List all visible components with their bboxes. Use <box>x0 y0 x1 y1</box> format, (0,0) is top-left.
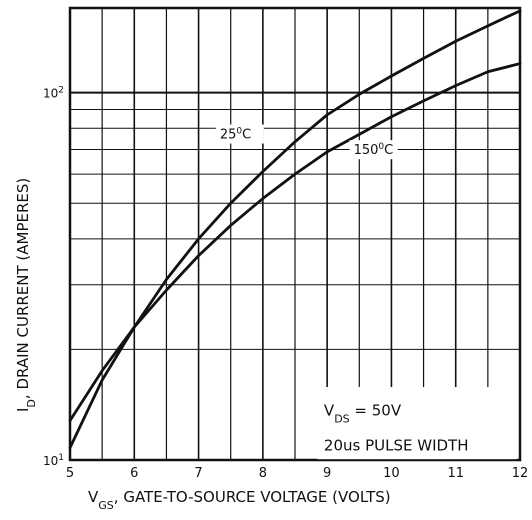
x-tick-label: 10 <box>383 466 400 481</box>
x-tick-label: 5 <box>66 466 74 481</box>
plot-frame <box>68 6 522 462</box>
x-axis-title: VGS, GATE-TO-SOURCE VOLTAGE (VOLTS) <box>88 488 391 512</box>
x-tick-label: 12 <box>512 466 529 481</box>
y-axis-title: ID, DRAIN CURRENT (AMPERES) <box>14 178 38 412</box>
grid <box>69 8 521 461</box>
curve-150c <box>68 62 522 423</box>
curve-25c <box>68 9 522 450</box>
x-tick-label: 8 <box>259 466 267 481</box>
curve-label-150c: 1500C <box>349 140 398 160</box>
svg-text:250C: 250C <box>220 127 251 143</box>
svg-text:1500C: 1500C <box>354 142 394 158</box>
x-tick-label: 9 <box>323 466 331 481</box>
annotation-box: VDS = 50V 20us PULSE WIDTH <box>317 387 517 460</box>
ticks: 5 6 7 8 9 10 11 12 101 102 <box>43 86 528 481</box>
svg-text:VDS = 50V: VDS = 50V <box>324 402 402 426</box>
x-tick-label: 6 <box>130 466 138 481</box>
curve-label-25c: 250C <box>215 124 264 144</box>
y-tick-label: 101 <box>43 453 64 468</box>
x-tick-label: 11 <box>447 466 464 481</box>
curves <box>68 9 522 450</box>
y-tick-label: 102 <box>43 86 64 101</box>
x-tick-label: 7 <box>194 466 202 481</box>
svg-text:20us PULSE WIDTH: 20us PULSE WIDTH <box>324 437 469 455</box>
